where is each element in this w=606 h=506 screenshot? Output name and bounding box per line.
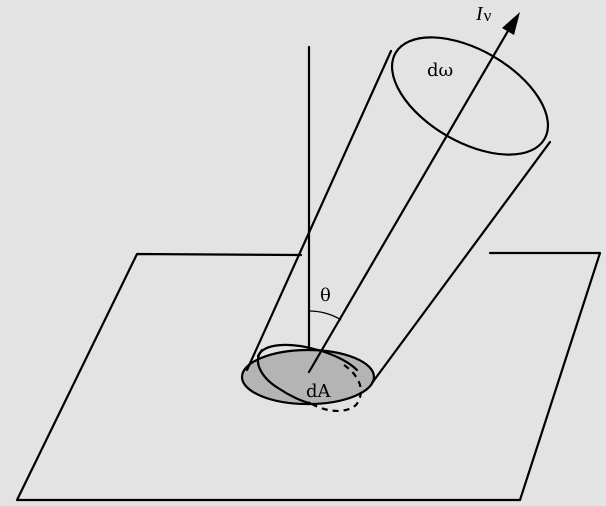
beam-side-left (245, 49, 393, 372)
projected-cross-section-dashed (311, 364, 362, 412)
projected-cross-section-solid (256, 348, 312, 405)
intensity-arrowhead (502, 12, 520, 35)
area-element-dA (240, 348, 376, 406)
beam-side-right (370, 140, 552, 385)
solid-angle-label: dω (427, 60, 453, 81)
theta-label: θ (320, 285, 331, 306)
theta-arc (308, 310, 342, 321)
surface-plane (15, 251, 602, 502)
projected-cross-section-top (256, 343, 359, 372)
intensity-label: Iν (475, 3, 492, 25)
solid-angle-ellipse (390, 36, 550, 156)
beam-center-line (307, 22, 514, 374)
area-label: dA (306, 381, 332, 402)
